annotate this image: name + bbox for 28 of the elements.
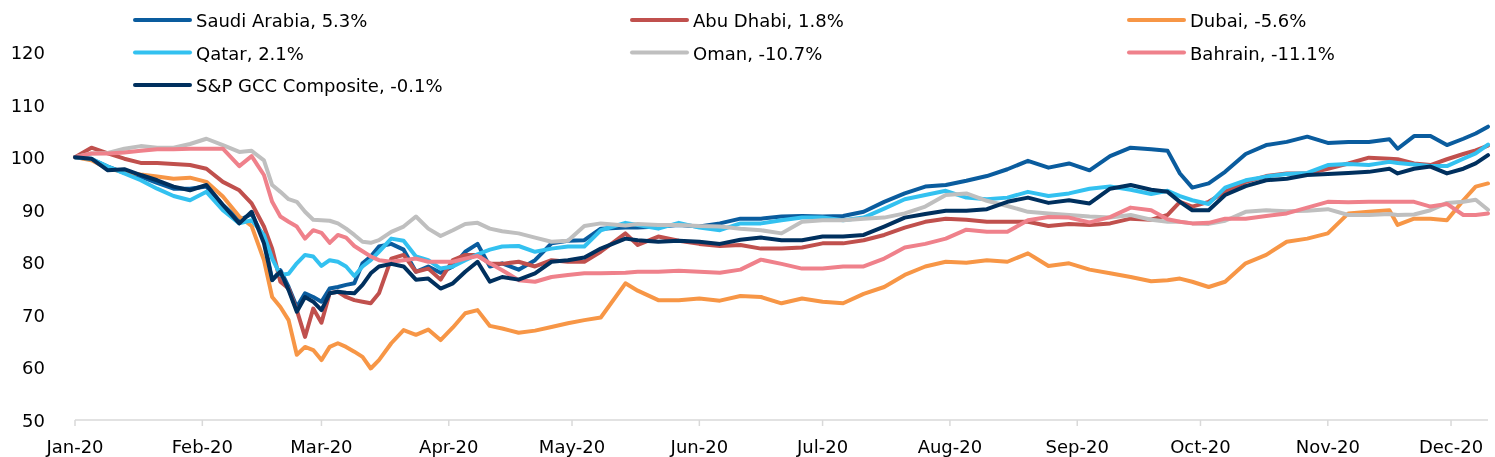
x-tick-label: Feb-20 [171,435,233,457]
y-tick-label: 90 [22,199,45,221]
legend-label: Abu Dhabi, 1.8% [693,9,844,31]
legend-label: Dubai, -5.6% [1190,9,1307,31]
y-tick-label: 60 [22,356,45,378]
legend-label: Bahrain, -11.1% [1190,42,1335,63]
y-tick-label: 100 [10,146,45,168]
x-tick-label: Mar-20 [290,435,353,457]
y-tick-label: 50 [22,409,45,431]
line-series [73,153,1490,314]
legend-label: Qatar, 2.1% [196,42,304,63]
x-tick-label: Jul-20 [796,435,849,457]
x-tick-label: Apr-20 [419,435,479,457]
y-tick-label: 80 [22,251,45,273]
legend-label: Saudi Arabia, 5.3% [196,9,368,31]
x-tick-label: Dec-20 [1418,435,1484,457]
legend-label: S&P GCC Composite, -0.1% [196,74,443,96]
x-tick-label: Aug-20 [917,435,983,457]
x-tick-label: May-20 [538,435,606,457]
x-tick-label: Oct-20 [1170,435,1231,457]
x-tick-label: Jun-20 [669,435,729,457]
x-tick-label: Nov-20 [1295,435,1360,457]
y-tick-label: 120 [10,41,45,63]
legend-label: Oman, -10.7% [693,42,823,63]
y-tick-label: 70 [22,304,45,326]
y-tick-label: 110 [10,94,45,116]
x-tick-label: Jan-20 [45,435,104,457]
x-tick-label: Sep-20 [1045,435,1109,457]
